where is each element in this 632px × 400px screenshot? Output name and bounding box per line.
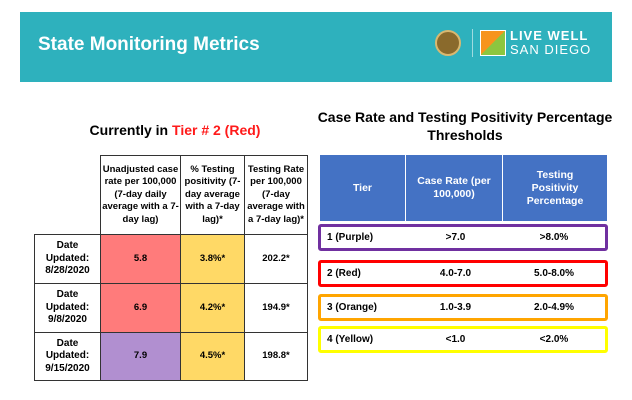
testing-rate-cell: 202.2*	[244, 234, 308, 284]
tier-label: 4 (Yellow)	[327, 334, 374, 345]
thresholds-title: Case Rate and Testing Positivity Percent…	[317, 109, 613, 143]
tier-case-rate: >7.0	[445, 232, 466, 243]
header-positivity: % Testing positivity (7-day average with…	[180, 155, 245, 235]
testing-rate-cell: 198.8*	[244, 332, 308, 381]
live-well-logo-icon	[480, 30, 506, 56]
table-row: Date Updated: 9/15/2020 7.9 4.5%* 198.8*	[34, 332, 308, 381]
case-rate-cell: 5.8	[100, 234, 181, 284]
date-cell: Date Updated: 9/15/2020	[34, 332, 101, 381]
empty-corner	[35, 156, 101, 235]
page-title: State Monitoring Metrics	[38, 34, 260, 55]
tier-label: 3 (Orange)	[327, 302, 378, 313]
header-case-rate: Unadjusted case rate per 100,000 (7-day …	[100, 155, 181, 235]
date-cell: Date Updated: 9/8/2020	[34, 283, 101, 333]
tier-label: 1 (Purple)	[327, 232, 374, 243]
current-tier-heading: Currently in Tier # 2 (Red)	[30, 122, 320, 138]
monitoring-table: Unadjusted case rate per 100,000 (7-day …	[34, 155, 308, 381]
county-seal-logo	[435, 30, 461, 56]
table-row: Date Updated: 8/28/2020 5.8 3.8%* 202.2*	[34, 234, 308, 284]
tier-positivity: 5.0-8.0%	[533, 268, 575, 279]
logo-text-san-diego: SAN DIEGO	[510, 42, 592, 57]
thresholds-header: Tier Case Rate (per 100,000) Testing Pos…	[320, 155, 607, 221]
tier-positivity: >8.0%	[539, 232, 569, 243]
header-case-rate: Case Rate (per 100,000)	[406, 155, 503, 221]
tier-row-orange: 3 (Orange) 1.0-3.9 2.0-4.9%	[318, 294, 608, 321]
tier-row-yellow: 4 (Yellow) <1.0 <2.0%	[318, 326, 608, 353]
tier-positivity: <2.0%	[539, 334, 569, 345]
positivity-cell: 4.5%*	[180, 332, 245, 381]
logo-text-live-well: LIVE WELL	[510, 28, 589, 43]
date-cell: Date Updated: 8/28/2020	[34, 234, 101, 284]
positivity-cell: 4.2%*	[180, 283, 245, 333]
table-row: Date Updated: 9/8/2020 6.9 4.2%* 194.9*	[34, 283, 308, 333]
tier-case-rate: 1.0-3.9	[439, 302, 472, 313]
header-tier: Tier	[320, 155, 406, 221]
tier-label: 2 (Red)	[327, 268, 361, 279]
header-banner: State Monitoring Metrics LIVE WELL SAN D…	[20, 12, 612, 82]
header-positivity: Testing Positivity Percentage	[526, 168, 584, 207]
tier-row-red: 2 (Red) 4.0-7.0 5.0-8.0%	[318, 260, 608, 287]
current-tier: Tier # 2 (Red)	[172, 122, 261, 138]
tier-case-rate: <1.0	[445, 334, 466, 345]
header-testing-rate: Testing Rate per 100,000 (7-day average …	[244, 155, 308, 235]
case-rate-cell: 6.9	[100, 283, 181, 333]
testing-rate-cell: 194.9*	[244, 283, 308, 333]
divider	[472, 29, 473, 57]
positivity-cell: 3.8%*	[180, 234, 245, 284]
tier-case-rate: 4.0-7.0	[439, 268, 472, 279]
current-prefix: Currently in	[89, 122, 173, 138]
tier-row-purple: 1 (Purple) >7.0 >8.0%	[318, 224, 608, 251]
case-rate-cell: 7.9	[100, 332, 181, 381]
tier-positivity: 2.0-4.9%	[533, 302, 575, 313]
